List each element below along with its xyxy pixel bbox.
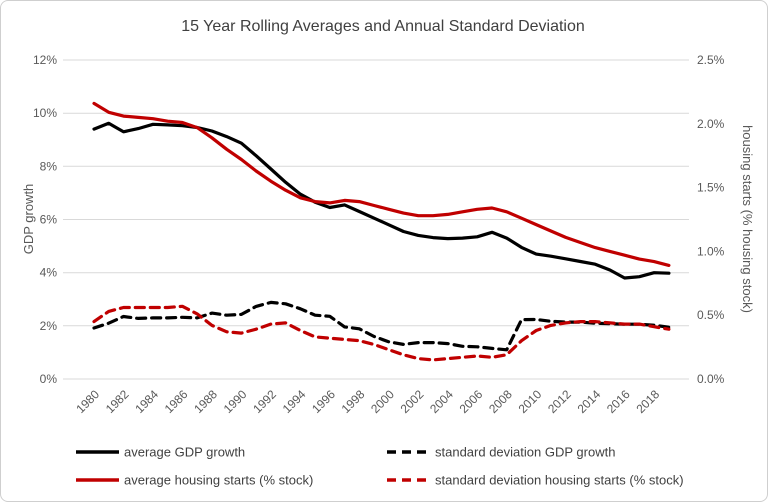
- right-tick-label: 2.5%: [697, 53, 725, 67]
- right-axis-tick-labels: 0.0% 0.5% 1.0% 1.5% 2.0% 2.5%: [697, 53, 725, 386]
- x-tick-label: 2012: [545, 387, 574, 416]
- x-tick-label: 1996: [309, 387, 338, 416]
- x-tick-label: 1994: [280, 387, 309, 416]
- x-tick-label: 1992: [250, 387, 279, 416]
- x-tick-label: 2016: [604, 387, 633, 416]
- left-tick-label: 8%: [40, 159, 58, 173]
- left-tick-label: 0%: [40, 372, 58, 386]
- left-tick-label: 4%: [40, 266, 58, 280]
- series-line-sd-housing: [92, 304, 671, 362]
- legend-label-sd-gdp: standard deviation GDP growth: [435, 445, 615, 460]
- x-tick-label: 1990: [221, 387, 250, 416]
- left-tick-label: 12%: [33, 53, 57, 67]
- x-tick-label: 1986: [162, 387, 191, 416]
- gridlines: [63, 59, 689, 380]
- legend: average GDP growth average housing starts…: [76, 445, 684, 488]
- x-tick-label: 1988: [191, 387, 220, 416]
- chart-title: 15 Year Rolling Averages and Annual Stan…: [181, 18, 585, 35]
- x-tick-label: 2002: [398, 387, 427, 416]
- right-tick-label: 0.5%: [697, 308, 725, 322]
- legend-label-avg-housing: average housing starts (% stock): [124, 473, 313, 488]
- legend-label-sd-housing: standard deviation housing starts (% sto…: [435, 473, 684, 488]
- left-tick-label: 2%: [40, 319, 58, 333]
- x-tick-label: 2018: [633, 387, 662, 416]
- left-tick-label: 10%: [33, 106, 57, 120]
- x-tick-label: 2008: [486, 387, 515, 416]
- x-tick-label: 2014: [575, 387, 604, 416]
- x-axis-tick-labels: 1980 1982 1984 1986 1988 1990 1992 1994 1996 1998…: [73, 387, 662, 416]
- x-tick-label: 1998: [339, 387, 368, 416]
- x-tick-label: 1984: [132, 387, 161, 416]
- x-tick-label: 1980: [73, 387, 102, 416]
- series-lines: [92, 101, 671, 362]
- right-tick-label: 1.5%: [697, 181, 725, 195]
- right-axis-title: housing starts (% housing stock): [740, 125, 755, 313]
- left-axis-title: GDP growth: [21, 184, 36, 255]
- x-tick-label: 1982: [103, 387, 132, 416]
- series-line-sd-gdp: [92, 300, 671, 352]
- x-tick-label: 2000: [368, 387, 397, 416]
- x-tick-label: 2006: [457, 387, 486, 416]
- legend-label-avg-gdp: average GDP growth: [124, 445, 245, 460]
- x-tick-label: 2004: [427, 387, 456, 416]
- right-tick-label: 0.0%: [697, 372, 725, 386]
- series-line-avg-housing: [92, 101, 671, 267]
- left-axis-tick-labels: 0% 2% 4% 6% 8% 10% 12%: [33, 53, 57, 386]
- x-tick-label: 2010: [516, 387, 545, 416]
- left-tick-label: 6%: [40, 213, 58, 227]
- series-line-avg-gdp: [92, 121, 671, 280]
- right-tick-label: 1.0%: [697, 244, 725, 258]
- right-tick-label: 2.0%: [697, 117, 725, 131]
